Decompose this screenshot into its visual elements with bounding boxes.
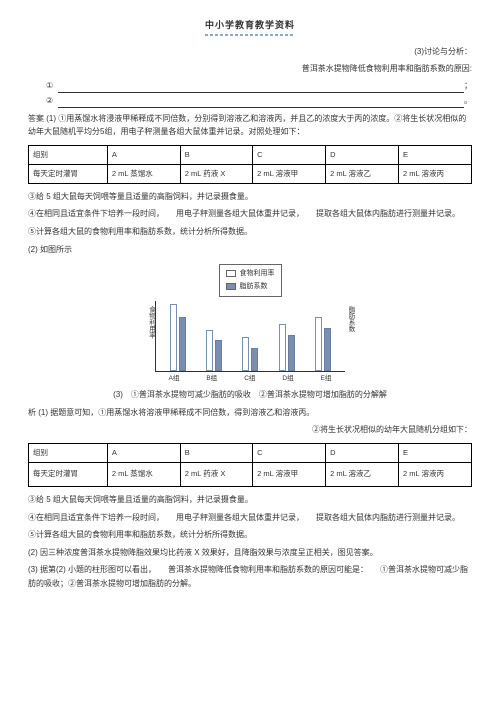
y-axis-right-label: 脂肪系数 [347, 306, 354, 332]
step-3: ③给 5 组大鼠每天饲喂等量且适量的高脂饲料，并记录摄食量。 [28, 190, 472, 204]
page-header: 中小学教育教学资料 [28, 18, 472, 32]
table-row: 组别 A B C D E [29, 443, 472, 462]
answer-intro: 答案 (1) ①用蒸馏水将浸液甲稀释成不同倍数，分别得到溶液乙和溶液丙，并且乙的… [28, 112, 472, 139]
x-label: A组 [169, 374, 180, 384]
analysis-line1: (3) ①普洱茶水提物可减少脂肪的吸收 ②普洱茶水提物可增加脂肪的分解解 [28, 388, 472, 402]
td: 2 mL 蒸馏水 [107, 164, 180, 183]
analysis-line3: ②将生长状况相似的幼年大鼠随机分组如下： [28, 423, 472, 437]
bar-chart: 食物利用率 脂肪系数 食物利用率 脂肪系数 A组 B组 C组 D组 E组 [145, 264, 355, 384]
td: 每天定时灌胃 [29, 462, 108, 486]
th: E [399, 145, 472, 164]
table-row: 每天定时灌胃 2 mL 蒸馏水 2 mL 药液 X 2 mL 溶液甲 2 mL … [29, 164, 472, 183]
legend-label-2: 脂肪系数 [240, 281, 268, 292]
td: 2 mL 溶液甲 [253, 462, 326, 486]
legend-item: 脂肪系数 [226, 281, 275, 292]
th: 组别 [29, 443, 108, 462]
td: 2 mL 溶液乙 [326, 462, 399, 486]
chart-container: 食物利用率 脂肪系数 食物利用率 脂肪系数 A组 B组 C组 D组 E组 [28, 264, 472, 384]
table-row: 每天定时灌胃 2 mL 蒸馏水 2 mL 药液 X 2 mL 溶液甲 2 mL … [29, 462, 472, 486]
bar-series1 [242, 337, 249, 371]
bar-series1 [170, 304, 177, 371]
x-label: D组 [282, 374, 293, 384]
td: 2 mL 药液 X [180, 462, 252, 486]
td: 每天定时灌胃 [29, 164, 108, 183]
blank-line-2 [58, 98, 464, 108]
bottom-p2: (2) 因三种浓度普洱茶水提物降脂效果均比药液 X 效果好，且降脂效果与浓度呈正… [28, 546, 472, 560]
table-1: 组别 A B C D E 每天定时灌胃 2 mL 蒸馏水 2 mL 药液 X 2… [28, 145, 472, 184]
punct-2: 。 [464, 95, 472, 108]
th: D [326, 443, 399, 462]
bottom-3: ③给 5 组大鼠每天饲喂等量且适量的高脂饲料，并记录摄食量。 [28, 493, 472, 507]
table-2: 组别 A B C D E 每天定时灌胃 2 mL 蒸馏水 2 mL 药液 X 2… [28, 443, 472, 487]
step-5: ⑤计算各组大鼠的食物利用率和脂肪系数，统计分析所得数据。 [28, 225, 472, 239]
bar-group [170, 304, 186, 371]
chart-legend: 食物利用率 脂肪系数 [219, 264, 282, 296]
th: B [180, 443, 252, 462]
bottom-5: ⑤计算各组大鼠的食物利用率和脂肪系数，统计分析所得数据。 [28, 528, 472, 542]
bar-group [242, 337, 258, 371]
bar-series1 [279, 324, 286, 370]
x-label: C组 [244, 374, 255, 384]
blank-1: ① ； [28, 80, 472, 93]
bottom-p3: (3) 据第(2) 小题的柱形图可以看出， 普洱茶水提物降低食物利用率和脂肪系数… [28, 563, 472, 590]
td: 2 mL 溶液乙 [326, 164, 399, 183]
circled-2: ② [28, 95, 58, 108]
td: 2 mL 药液 X [180, 164, 252, 183]
legend-label-1: 食物利用率 [240, 268, 275, 279]
circled-1: ① [28, 80, 58, 93]
bar-group [315, 317, 331, 370]
x-label: B组 [206, 374, 217, 384]
swatch-fill [226, 283, 236, 290]
bar-series1 [206, 330, 213, 371]
bar-series2 [215, 340, 222, 371]
bottom-4: ④在相同且适宜条件下培养一段时间， 用电子秤测量各组大鼠体重并记录， 提取各组大… [28, 511, 472, 525]
td: 2 mL 蒸馏水 [107, 462, 180, 486]
bar-group [206, 330, 222, 371]
y-axis-left-label: 食物利用率 [147, 306, 154, 339]
legend-item: 食物利用率 [226, 268, 275, 279]
td: 2 mL 溶液丙 [399, 462, 472, 486]
q3-label: (3)讨论与分析： [28, 46, 472, 59]
chart-plot-area [155, 301, 345, 372]
td: 2 mL 溶液甲 [253, 164, 326, 183]
q3-line1: 普洱茶水提物降低食物利用率和脂肪系数的原因: [28, 63, 472, 76]
blank-2: ② 。 [28, 95, 472, 108]
th: A [107, 443, 180, 462]
bar-series1 [315, 317, 322, 370]
punct-1: ； [464, 80, 472, 93]
step-4: ④在相同且适宜条件下培养一段时间， 用电子秤测量各组大鼠体重并记录， 提取各组大… [28, 207, 472, 221]
table-row: 组别 A B C D E [29, 145, 472, 164]
bar-series2 [179, 317, 186, 370]
bar-series2 [251, 348, 258, 371]
x-label: E组 [321, 374, 332, 384]
th: D [326, 145, 399, 164]
swatch-empty [226, 270, 236, 277]
step-2-label: (2) 如图所示 [28, 243, 472, 257]
header-underline [205, 34, 295, 36]
th: 组别 [29, 145, 108, 164]
th: A [107, 145, 180, 164]
bar-series2 [288, 335, 295, 371]
th: C [253, 145, 326, 164]
blank-line-1 [58, 83, 464, 93]
analysis-line2: 析 (1) 据题意可知，①用蒸馏水将溶液甲稀释成不同倍数，得到溶液乙和溶液丙。 [28, 406, 472, 420]
bar-series2 [324, 328, 331, 371]
td: 2 mL 溶液丙 [399, 164, 472, 183]
th: C [253, 443, 326, 462]
bar-group [279, 324, 295, 370]
th: B [180, 145, 252, 164]
th: E [399, 443, 472, 462]
x-axis-labels: A组 B组 C组 D组 E组 [155, 374, 345, 384]
